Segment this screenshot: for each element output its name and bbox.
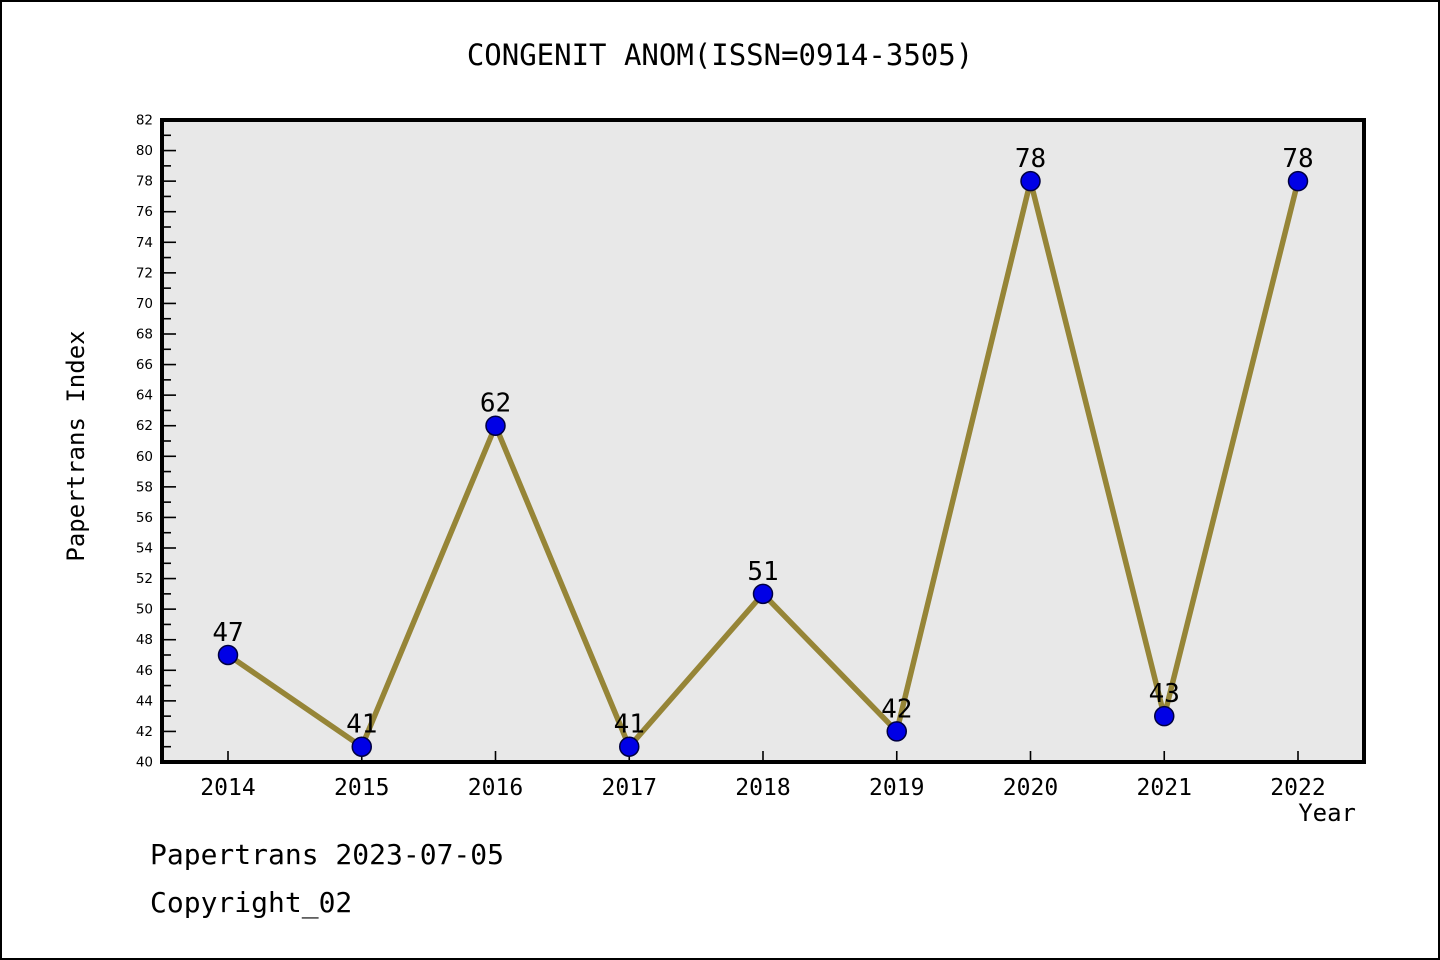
y-tick-label: 40 <box>136 755 153 771</box>
data-point <box>1154 705 1175 727</box>
data-point <box>217 644 239 666</box>
y-tick-label: 62 <box>136 418 153 434</box>
y-tick-label: 44 <box>136 693 153 709</box>
plot-area <box>160 118 1366 764</box>
y-tick-label: 48 <box>136 632 153 648</box>
y-tick-label: 70 <box>136 296 153 312</box>
y-tick-label: 74 <box>136 235 153 251</box>
point-label: 43 <box>1149 679 1180 709</box>
footer-date: Papertrans 2023-07-05 <box>150 838 505 871</box>
y-tick-label: 78 <box>136 174 153 190</box>
x-tick-label: 2020 <box>1003 775 1058 801</box>
point-label: 78 <box>1282 144 1313 174</box>
point-label: 42 <box>881 694 912 724</box>
data-point <box>485 415 506 436</box>
y-tick-label: 58 <box>136 479 153 495</box>
data-point <box>886 721 907 742</box>
x-tick-label: 2015 <box>334 775 389 801</box>
y-tick-label: 64 <box>136 388 153 404</box>
y-tick-label: 54 <box>136 541 153 557</box>
data-point <box>1287 170 1309 192</box>
y-tick-label: 82 <box>136 113 153 129</box>
data-point <box>1020 170 1041 192</box>
y-tick-label: 56 <box>136 510 153 526</box>
y-tick-label: 60 <box>136 449 153 465</box>
point-label: 41 <box>346 710 377 740</box>
x-tick-label: 2016 <box>468 775 523 801</box>
point-label: 62 <box>480 389 511 419</box>
x-tick-label: 2021 <box>1137 775 1192 801</box>
data-point <box>619 736 640 757</box>
point-label: 51 <box>747 557 778 587</box>
y-tick-label: 68 <box>136 327 153 343</box>
y-tick-label: 80 <box>136 143 153 159</box>
y-tick-label: 72 <box>136 265 153 281</box>
data-point <box>752 583 774 605</box>
y-tick-label: 50 <box>136 602 153 618</box>
y-tick-label: 52 <box>136 571 153 587</box>
y-axis-label: Papertrans Index <box>62 330 90 562</box>
point-label: 47 <box>212 618 243 648</box>
footer-copyright: Copyright_02 <box>150 886 353 919</box>
y-tick-label: 66 <box>136 357 153 373</box>
x-tick-label: 2017 <box>602 775 657 801</box>
y-tick-label: 76 <box>136 204 153 220</box>
chart-title: CONGENIT ANOM(ISSN=0914-3505) <box>466 38 974 72</box>
data-point <box>351 736 372 757</box>
y-tick-label: 46 <box>136 663 153 679</box>
point-label: 41 <box>614 710 645 740</box>
x-tick-label: 2019 <box>869 775 924 801</box>
x-tick-label: 2018 <box>735 775 790 801</box>
y-tick-label: 42 <box>136 724 153 740</box>
point-label: 78 <box>1015 144 1046 174</box>
x-tick-label: 2014 <box>200 775 255 801</box>
x-tick-label: 2022 <box>1270 775 1325 801</box>
x-axis-label: Year <box>1298 799 1356 827</box>
